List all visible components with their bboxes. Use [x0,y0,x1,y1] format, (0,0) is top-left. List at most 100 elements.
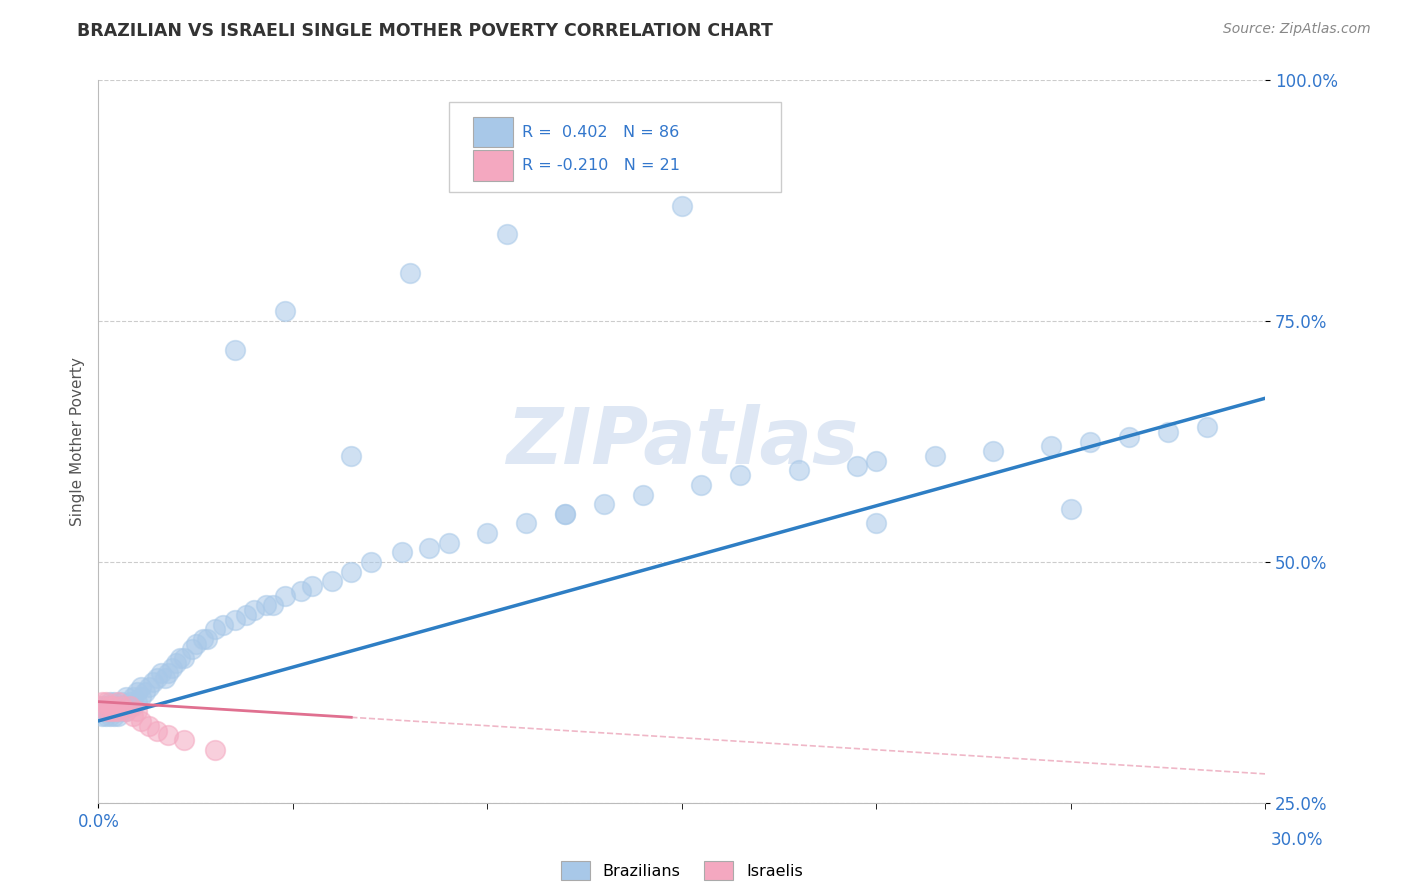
Point [111,699,134,714]
Point [391,545,413,559]
Point [91,695,114,709]
Point [91,699,114,714]
Point [98,695,121,709]
Point [129,690,152,704]
Point [129,714,152,728]
Point [180,641,202,656]
Point [103,699,125,714]
Point [301,579,323,593]
Point [224,343,246,357]
Point [107,699,129,714]
Point [477,526,499,541]
Point [118,695,141,709]
Point [96,695,118,709]
Point [157,665,180,680]
Point [1060,502,1083,516]
Point [554,507,576,521]
Point [1040,439,1063,453]
Text: Source: ZipAtlas.com: Source: ZipAtlas.com [1223,22,1371,37]
Point [787,463,810,477]
Point [146,723,169,738]
Point [515,516,537,531]
Point [103,695,125,709]
Point [96,709,118,723]
Point [865,516,887,531]
Point [98,704,121,718]
Point [96,704,118,718]
Point [111,699,134,714]
Point [103,699,125,714]
Point [122,699,145,714]
Point [204,623,226,637]
Point [118,699,141,714]
Point [671,198,693,212]
Point [1157,425,1180,439]
Point [122,709,145,723]
Text: R = -0.210   N = 21: R = -0.210 N = 21 [522,158,681,173]
Point [193,632,215,646]
Point [98,699,121,714]
Point [107,695,129,709]
Point [111,704,134,718]
Point [290,583,312,598]
Point [1080,434,1102,449]
Point [173,651,195,665]
Point [142,675,165,690]
Point [340,449,363,463]
Point [865,454,887,468]
Text: BRAZILIAN VS ISRAELI SINGLE MOTHER POVERTY CORRELATION CHART: BRAZILIAN VS ISRAELI SINGLE MOTHER POVER… [77,22,773,40]
Point [212,617,235,632]
Text: 30.0%: 30.0% [1271,830,1323,848]
Point [127,704,149,718]
Point [496,227,519,242]
Point [157,728,180,742]
Point [96,704,118,718]
Text: R =  0.402   N = 86: R = 0.402 N = 86 [522,125,679,140]
Point [184,637,207,651]
Point [981,444,1004,458]
Point [111,695,134,709]
Point [91,709,114,723]
Point [107,704,129,718]
Point [554,507,576,521]
Point [103,704,125,718]
Point [274,304,297,318]
Point [169,651,191,665]
Point [690,478,713,492]
Point [127,685,149,699]
Point [1118,430,1140,444]
Point [138,719,160,733]
Point [96,699,118,714]
Point [138,680,160,694]
Legend: Brazilians, Israelis: Brazilians, Israelis [555,855,808,887]
Point [243,603,266,617]
Point [235,607,257,622]
Point [122,690,145,704]
Point [107,704,129,718]
Point [204,743,226,757]
Point [153,671,176,685]
Point [118,699,141,714]
Point [127,695,149,709]
Point [631,487,654,501]
FancyBboxPatch shape [472,117,513,147]
Point [593,497,616,511]
Point [224,613,246,627]
Point [1195,420,1218,434]
Point [98,709,121,723]
Point [730,468,752,483]
Point [103,709,125,723]
Point [846,458,869,473]
Point [924,449,946,463]
Point [360,555,382,569]
Point [134,685,156,699]
Point [146,671,169,685]
Point [254,599,277,613]
FancyBboxPatch shape [449,102,782,193]
Point [418,541,440,555]
Point [149,665,172,680]
Point [162,661,184,675]
Point [173,733,195,747]
Point [321,574,343,589]
Point [107,709,129,723]
